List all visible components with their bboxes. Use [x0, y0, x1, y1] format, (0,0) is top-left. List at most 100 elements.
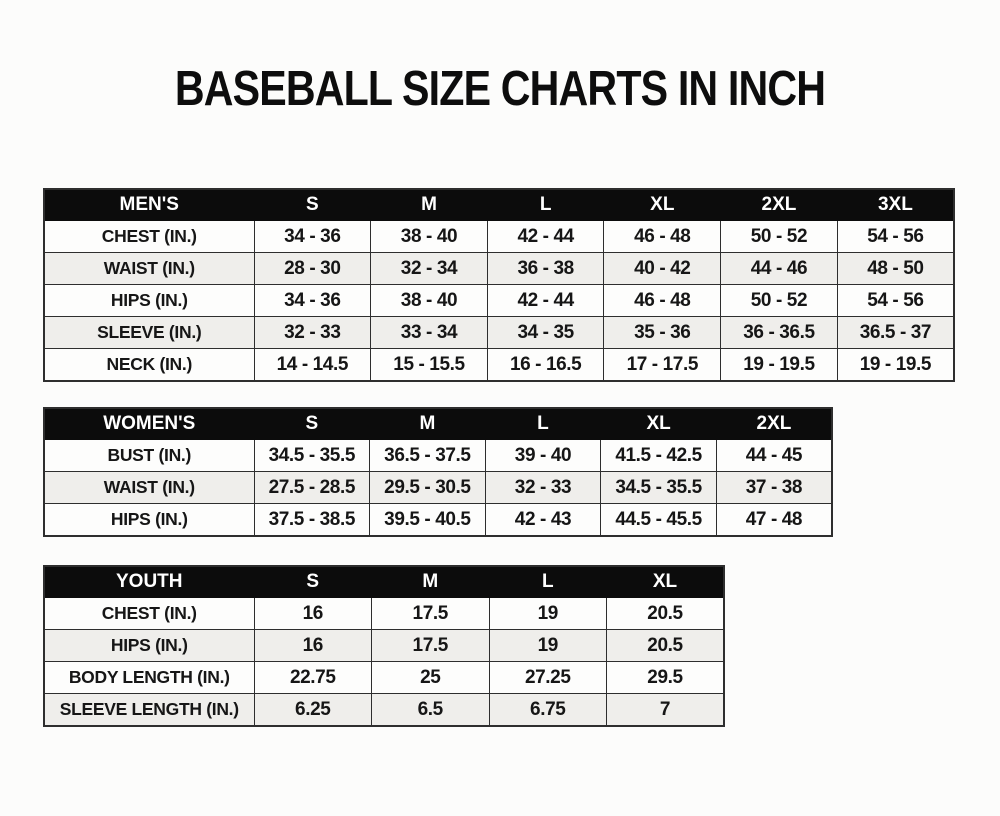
- size-value-cell: 16 - 16.5: [486, 348, 605, 382]
- row-label-cell: SLEEVE LENGTH (IN.): [43, 693, 255, 727]
- size-value-cell: 14 - 14.5: [253, 348, 372, 382]
- row-label-cell: WAIST (IN.): [43, 471, 255, 505]
- size-value-cell: 19 - 19.5: [836, 348, 955, 382]
- size-column-header: XL: [603, 188, 722, 222]
- size-value-cell: 35 - 36: [603, 316, 722, 350]
- size-value-cell: 6.5: [371, 693, 490, 727]
- size-value-cell: 34 - 36: [253, 284, 372, 318]
- row-label-cell: BUST (IN.): [43, 439, 255, 473]
- size-value-cell: 36.5 - 37: [836, 316, 955, 350]
- row-label-cell: SLEEVE (IN.): [43, 316, 255, 350]
- size-value-cell: 32 - 34: [370, 252, 488, 286]
- row-label-cell: HIPS (IN.): [43, 503, 255, 537]
- row-label-cell: HIPS (IN.): [43, 629, 255, 663]
- measurement-row: SLEEVE LENGTH (IN.) 6.25 6.5 6.75 7: [43, 693, 725, 727]
- row-label-cell: CHEST (IN.): [43, 220, 255, 254]
- size-value-cell: 50 - 52: [720, 220, 838, 254]
- measurement-row: BODY LENGTH (IN.) 22.75 25 27.25 29.5: [43, 661, 725, 695]
- measurement-row: SLEEVE (IN.) 32 - 33 33 - 34 34 - 35 35 - 36…: [43, 316, 955, 350]
- size-column-header: 2XL: [720, 188, 838, 222]
- measurement-row: HIPS (IN.) 16 17.5 19 20.5: [43, 629, 725, 663]
- size-column-header: S: [253, 407, 371, 441]
- size-column-header: L: [486, 188, 605, 222]
- size-value-cell: 20.5: [606, 597, 725, 631]
- size-value-cell: 44 - 46: [720, 252, 838, 286]
- size-value-cell: 37.5 - 38.5: [253, 503, 371, 537]
- size-value-cell: 42 - 44: [486, 284, 605, 318]
- row-label-cell: CHEST (IN.): [43, 597, 255, 631]
- size-value-cell: 50 - 52: [720, 284, 838, 318]
- size-value-cell: 27.25: [488, 661, 607, 695]
- header-row: WOMEN'S S M L XL 2XL: [43, 407, 833, 441]
- size-value-cell: 47 - 48: [715, 503, 833, 537]
- size-column-header: S: [253, 188, 372, 222]
- size-column-header: 2XL: [715, 407, 833, 441]
- size-value-cell: 48 - 50: [836, 252, 955, 286]
- size-value-cell: 42 - 43: [484, 503, 602, 537]
- measurement-row: CHEST (IN.) 16 17.5 19 20.5: [43, 597, 725, 631]
- size-value-cell: 54 - 56: [836, 220, 955, 254]
- size-value-cell: 19: [488, 629, 607, 663]
- size-value-cell: 36 - 38: [486, 252, 605, 286]
- size-column-header: M: [371, 565, 490, 599]
- measurement-row: BUST (IN.) 34.5 - 35.5 36.5 - 37.5 39 - 40 4…: [43, 439, 833, 473]
- size-value-cell: 29.5: [606, 661, 725, 695]
- size-value-cell: 19: [488, 597, 607, 631]
- size-column-header: 3XL: [836, 188, 955, 222]
- row-label-cell: WAIST (IN.): [43, 252, 255, 286]
- size-value-cell: 27.5 - 28.5: [253, 471, 371, 505]
- size-value-cell: 42 - 44: [486, 220, 605, 254]
- size-value-cell: 46 - 48: [603, 220, 722, 254]
- header-row: MEN'S S M L XL 2XL 3XL: [43, 188, 955, 222]
- size-value-cell: 25: [371, 661, 490, 695]
- size-column-header: L: [484, 407, 602, 441]
- youth-size-table: YOUTH S M L XL CHEST (IN.) 16 17.5 19 20.5 HIPS (I…: [43, 565, 725, 728]
- measurement-row: WAIST (IN.) 28 - 30 32 - 34 36 - 38 40 - 42 4…: [43, 252, 955, 286]
- measurement-row: NECK (IN.) 14 - 14.5 15 - 15.5 16 - 16.5 17 …: [43, 348, 955, 382]
- size-value-cell: 20.5: [606, 629, 725, 663]
- size-value-cell: 7: [606, 693, 725, 727]
- size-value-cell: 38 - 40: [370, 284, 488, 318]
- row-label-cell: NECK (IN.): [43, 348, 255, 382]
- size-value-cell: 32 - 33: [484, 471, 602, 505]
- size-charts-page: BASEBALL SIZE CHARTS IN INCH MEN'S S M L XL 2…: [0, 63, 1000, 728]
- size-value-cell: 54 - 56: [836, 284, 955, 318]
- size-value-cell: 28 - 30: [253, 252, 372, 286]
- table-title-cell: YOUTH: [43, 565, 255, 599]
- size-value-cell: 44 - 45: [715, 439, 833, 473]
- table-title-cell: WOMEN'S: [43, 407, 255, 441]
- mens-size-table: MEN'S S M L XL 2XL 3XL CHEST (IN.) 34 - 36 38 - 4…: [43, 188, 955, 383]
- size-value-cell: 17.5: [371, 629, 490, 663]
- size-value-cell: 34 - 36: [253, 220, 372, 254]
- size-value-cell: 29.5 - 30.5: [369, 471, 486, 505]
- size-value-cell: 39 - 40: [484, 439, 602, 473]
- measurement-row: HIPS (IN.) 37.5 - 38.5 39.5 - 40.5 42 - 43 4…: [43, 503, 833, 537]
- size-column-header: XL: [600, 407, 717, 441]
- size-value-cell: 33 - 34: [370, 316, 488, 350]
- size-column-header: M: [370, 188, 488, 222]
- size-value-cell: 44.5 - 45.5: [600, 503, 717, 537]
- table-title-cell: MEN'S: [43, 188, 255, 222]
- size-column-header: L: [488, 565, 607, 599]
- size-value-cell: 16: [253, 629, 372, 663]
- size-value-cell: 22.75: [253, 661, 372, 695]
- size-value-cell: 40 - 42: [603, 252, 722, 286]
- size-value-cell: 32 - 33: [253, 316, 372, 350]
- size-value-cell: 34.5 - 35.5: [600, 471, 717, 505]
- size-value-cell: 37 - 38: [715, 471, 833, 505]
- size-value-cell: 16: [253, 597, 372, 631]
- header-row: YOUTH S M L XL: [43, 565, 725, 599]
- size-column-header: M: [369, 407, 486, 441]
- size-value-cell: 41.5 - 42.5: [600, 439, 717, 473]
- womens-size-table: WOMEN'S S M L XL 2XL BUST (IN.) 34.5 - 35.5 36.5…: [43, 407, 833, 538]
- size-column-header: XL: [606, 565, 725, 599]
- size-value-cell: 38 - 40: [370, 220, 488, 254]
- size-value-cell: 6.25: [253, 693, 372, 727]
- row-label-cell: BODY LENGTH (IN.): [43, 661, 255, 695]
- size-value-cell: 6.75: [488, 693, 607, 727]
- measurement-row: CHEST (IN.) 34 - 36 38 - 40 42 - 44 46 - 48 5…: [43, 220, 955, 254]
- size-value-cell: 17.5: [371, 597, 490, 631]
- row-label-cell: HIPS (IN.): [43, 284, 255, 318]
- size-value-cell: 39.5 - 40.5: [369, 503, 486, 537]
- size-value-cell: 17 - 17.5: [603, 348, 722, 382]
